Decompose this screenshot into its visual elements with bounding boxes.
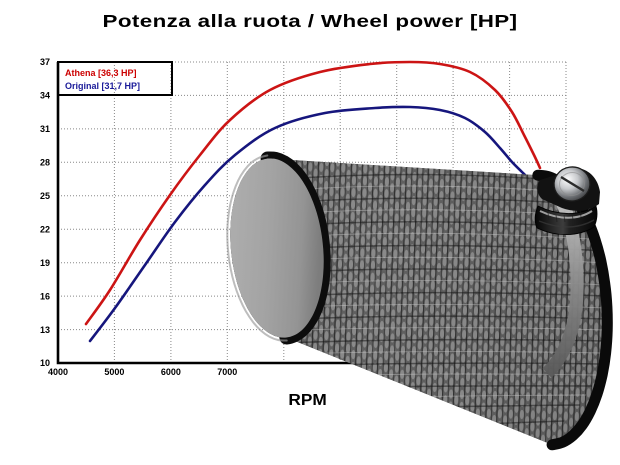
svg-text:28: 28 (40, 158, 50, 168)
svg-text:Original [31,7 HP]: Original [31,7 HP] (65, 81, 140, 91)
svg-text:13: 13 (40, 325, 50, 335)
svg-text:16: 16 (40, 292, 50, 302)
svg-text:4000: 4000 (48, 367, 68, 377)
svg-text:RPM: RPM (288, 391, 326, 409)
svg-text:Athena [36,3 HP]: Athena [36,3 HP] (65, 68, 137, 78)
svg-text:37: 37 (40, 57, 50, 67)
svg-text:7000: 7000 (217, 367, 237, 377)
svg-text:19: 19 (40, 258, 50, 268)
svg-text:31: 31 (40, 124, 50, 134)
svg-text:25: 25 (40, 191, 50, 201)
svg-text:34: 34 (40, 91, 50, 101)
svg-text:22: 22 (40, 225, 50, 235)
svg-text:6000: 6000 (161, 367, 181, 377)
svg-text:5000: 5000 (104, 367, 124, 377)
